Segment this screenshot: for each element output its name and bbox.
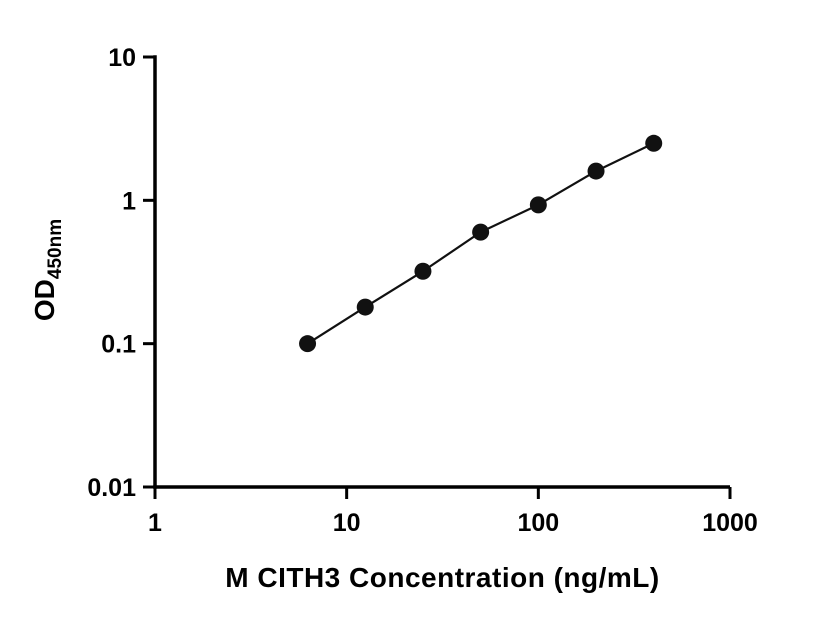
y-axis-title: OD450nm <box>29 219 67 321</box>
x-tick-label: 10 <box>333 509 361 537</box>
y-tick-label: 1 <box>122 187 136 215</box>
y-axis-title-subscript: 450nm <box>44 218 66 280</box>
y-tick-label: 0.1 <box>101 331 136 359</box>
x-tick-label: 100 <box>517 509 559 537</box>
x-tick-label: 1 <box>148 509 162 537</box>
x-axis-title: M CITH3 Concentration (ng/mL) <box>225 562 660 593</box>
y-axis-title-main: OD <box>29 279 61 322</box>
y-tick-label: 0.01 <box>87 474 136 502</box>
data-point <box>472 223 490 241</box>
x-tick-label: 1000 <box>702 509 758 537</box>
data-point <box>587 162 605 180</box>
data-point <box>299 335 317 353</box>
data-point <box>414 262 432 280</box>
data-point <box>645 134 663 152</box>
data-point <box>356 298 374 316</box>
y-tick-label: 10 <box>108 44 136 72</box>
data-point <box>529 196 547 214</box>
